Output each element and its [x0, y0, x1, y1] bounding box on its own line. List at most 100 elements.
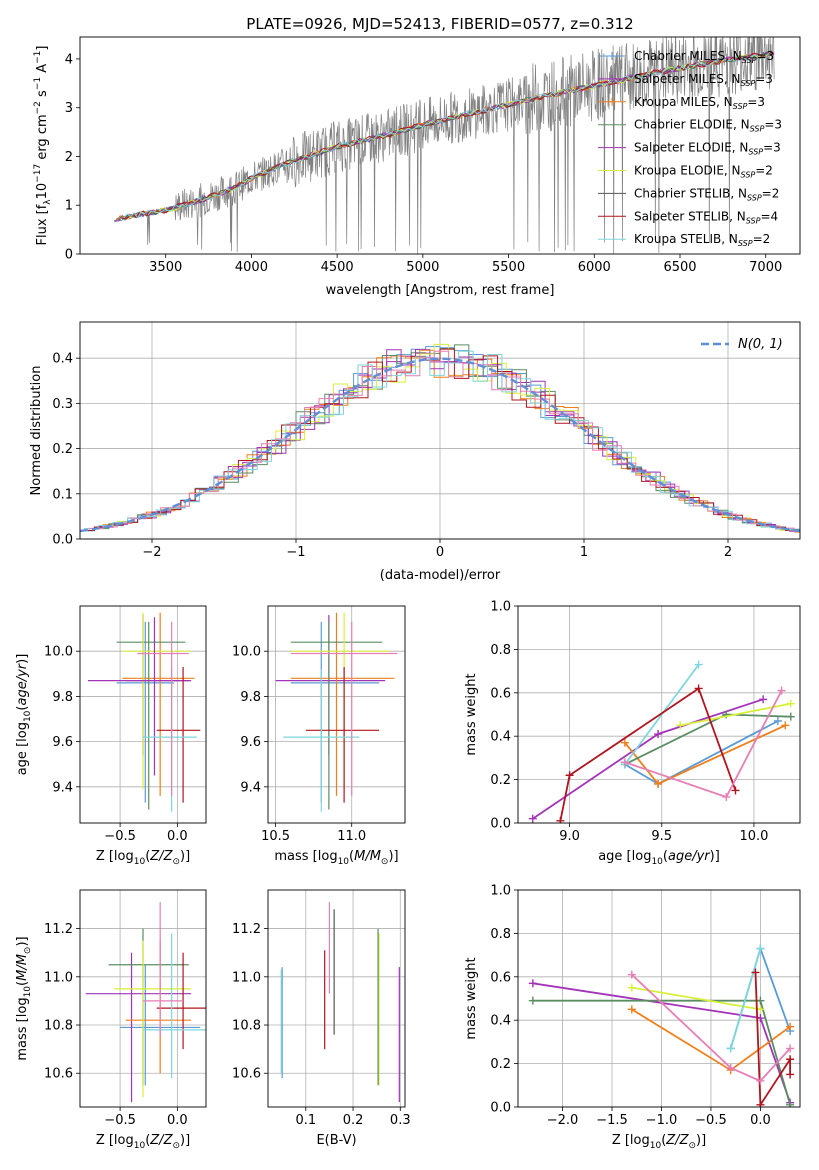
weight-line-kroupa-stelib: [624, 664, 700, 765]
x-tick-label: 5500: [492, 260, 525, 275]
weight-marker: [786, 712, 795, 721]
y-tick-label: 0.6: [490, 970, 511, 985]
weight-marker: [528, 814, 537, 823]
weight-marker: [726, 1044, 735, 1053]
age-vs-mass-panel: 10.5 11.0 9.4 9.6 9.8 10.0 mass [log10(M/M⊙)]: [232, 605, 406, 867]
weight-line-salpeter-stelib: [754, 972, 791, 1107]
y-tick-label: 0.3: [52, 397, 73, 412]
weight-marker: [773, 717, 782, 726]
x-tick-label: 0.0: [167, 829, 188, 844]
weight-marker: [786, 1070, 795, 1079]
gaussian-curve: [80, 357, 800, 533]
y-tick-label: 10.8: [232, 1019, 261, 1034]
weight-marker: [528, 979, 537, 988]
y-tick-label: 1.0: [490, 600, 511, 615]
weight-marker: [694, 660, 703, 669]
x-tick-label: 7000: [749, 260, 782, 275]
y-tick-label: 9.8: [52, 690, 73, 705]
y-tick-label: 9.8: [240, 690, 261, 705]
y-tick-label: 0: [65, 248, 73, 263]
legend-entry: Salpeter STELIB, NSSP=4: [634, 209, 778, 225]
y-tick-label: 3: [65, 101, 73, 116]
x-tick-label: 11.0: [337, 829, 366, 844]
axes-frame: [79, 321, 801, 540]
weight-marker: [620, 758, 629, 767]
y-axis-label: mass weight: [464, 673, 479, 755]
y-tick-label: 9.4: [240, 780, 261, 795]
weight-marker: [756, 944, 765, 953]
weight-line-kroupa-miles: [624, 724, 786, 786]
weight-marker: [654, 779, 663, 788]
weight-marker: [694, 684, 703, 693]
y-axis-label: Normed distribution: [29, 366, 44, 496]
plot-area: [528, 660, 795, 823]
weight-marker: [676, 721, 685, 730]
weight-marker: [786, 1100, 795, 1107]
x-tick-label: −1: [286, 545, 305, 560]
weight-line-pink: [624, 690, 783, 799]
weight-marker: [786, 1022, 795, 1031]
y-tick-label: 11.0: [232, 970, 261, 985]
mass-weight-vs-metallicity-panel: −2.0 −1.5 −1.0 −0.5 0.0 0.0 0.2 0.4 0.6 0.8 1.0 mas…: [464, 884, 801, 1151]
weight-marker: [620, 738, 629, 747]
weight-marker: [654, 730, 663, 739]
spectrum-panel: 3500 4000 4500 5000 5500 6000 6500 7000 0 1 2 3 4 PLA…: [33, 15, 801, 298]
weight-marker: [756, 1076, 765, 1085]
legend-entry: Chabrier ELODIE, NSSP=3: [634, 118, 782, 134]
weight-marker: [777, 686, 786, 695]
axes-frame: [267, 889, 406, 1108]
x-axis-label: (data-model)/error: [380, 568, 501, 583]
weight-marker: [781, 721, 790, 730]
residual-histogram-kroupa-stelib: [84, 350, 800, 531]
model-chabrier-stelib: [121, 51, 773, 220]
x-tick-label: 2: [724, 545, 732, 560]
y-tick-label: 0.8: [490, 643, 511, 658]
weight-marker: [756, 1100, 765, 1107]
axes-frame: [79, 889, 207, 1108]
y-tick-label: 0.4: [52, 352, 73, 367]
x-tick-label: 9.0: [559, 829, 580, 844]
y-tick-label: 0.2: [490, 773, 511, 788]
plot-area: [80, 343, 800, 533]
axes-frame: [267, 605, 406, 824]
y-tick-label: 1.0: [490, 884, 511, 899]
legend-entry: Kroupa MILES, NSSP=3: [634, 95, 765, 111]
y-tick-label: 4: [65, 52, 73, 67]
x-tick-label: 0.0: [750, 1113, 771, 1128]
x-tick-label: 10.0: [739, 829, 768, 844]
y-tick-label: 10.8: [44, 1019, 73, 1034]
weight-marker: [627, 983, 636, 992]
weight-marker: [786, 699, 795, 708]
x-tick-label: −0.5: [104, 1113, 136, 1128]
weight-marker: [726, 1063, 735, 1072]
axes-frame: [517, 889, 801, 1108]
weight-marker: [759, 695, 768, 704]
residual-histogram-panel: −2 −1 0 1 2 0.0 0.1 0.2 0.3 0.4 (data-model)/error…: [29, 321, 801, 583]
legend-entry: Chabrier STELIB, NSSP=2: [634, 186, 779, 202]
y-tick-label: 0.2: [52, 442, 73, 457]
x-tick-label: −1.0: [646, 1113, 678, 1128]
weight-marker: [556, 816, 565, 823]
y-tick-label: 0.1: [52, 487, 73, 502]
x-axis-label: E(B-V): [316, 1133, 356, 1148]
spectrum-legend: Chabrier MILES, NSSP=3 Salpeter MILES, NS…: [598, 49, 782, 248]
weight-marker: [786, 1055, 795, 1064]
x-tick-label: 4500: [321, 260, 354, 275]
y-tick-label: 0.0: [490, 817, 511, 832]
weight-line-salpeter-miles: [532, 698, 764, 820]
weight-marker: [731, 786, 740, 795]
x-tick-label: 1: [580, 545, 588, 560]
legend-entry: Salpeter MILES, NSSP=3: [634, 72, 773, 88]
age-vs-metallicity-panel: −0.5 0.0 9.4 9.6 9.8 10.0 Z [log10(Z/Z⊙)] age […: [15, 605, 207, 867]
x-tick-label: 0.1: [295, 1113, 316, 1128]
y-tick-label: 11.0: [44, 970, 73, 985]
weight-marker: [756, 996, 765, 1005]
y-axis-label: Flux [fλ10−17 erg cm−2 s−1 A−1]: [33, 46, 53, 246]
x-tick-label: 6000: [578, 260, 611, 275]
x-axis-label: wavelength [Angstrom, rest frame]: [326, 283, 555, 298]
chart-title: PLATE=0926, MJD=52413, FIBERID=0577, z=0…: [246, 15, 633, 33]
y-tick-label: 10.0: [232, 645, 261, 660]
y-tick-label: 11.2: [44, 922, 73, 937]
y-tick-label: 0.8: [490, 927, 511, 942]
